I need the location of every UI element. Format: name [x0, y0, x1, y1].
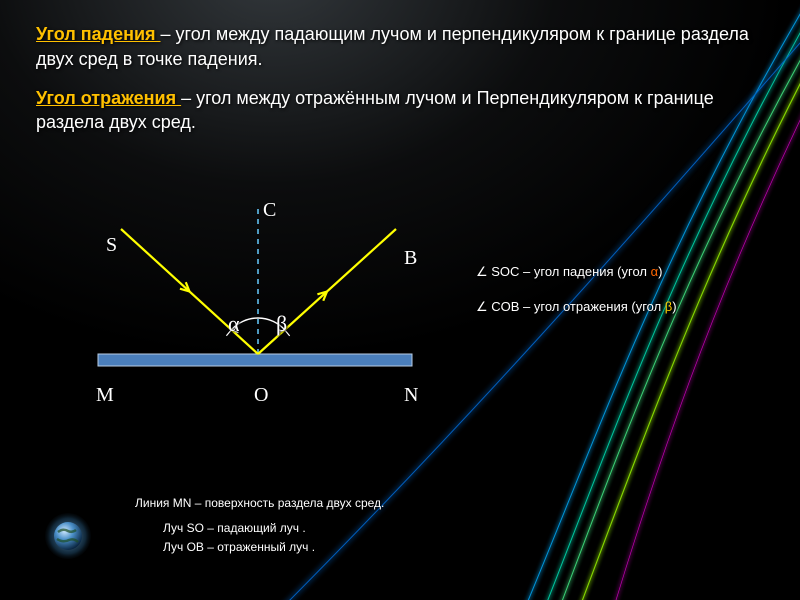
legend-line-mn: Линия MN – поверхность раздела двух сред… [135, 494, 384, 513]
label-O: O [254, 384, 268, 407]
legend-line-so: Луч SO – падающий луч . [163, 519, 384, 538]
definition-incidence: Угол падения – угол между падающим лучом… [36, 22, 764, 72]
definition-reflection: Угол отражения – угол между отражённым л… [36, 86, 764, 136]
diagram-svg [36, 149, 436, 394]
label-beta: β [276, 311, 287, 337]
note-cob-suffix: ) [672, 299, 676, 314]
label-B: B [404, 247, 417, 270]
note-angle-cob: ∠ COB – угол отражения (угол β) [476, 299, 677, 315]
reflection-diagram: S C B M O N α β ∠ SOC – угол падения (уг… [36, 149, 764, 394]
note-soc-prefix: ∠ SOC – угол падения (угол [476, 264, 651, 279]
label-S: S [106, 234, 117, 257]
label-C: C [263, 199, 276, 222]
globe-icon [44, 512, 92, 560]
note-cob-prefix: ∠ COB – угол отражения (угол [476, 299, 665, 314]
label-N: N [404, 384, 418, 407]
term-reflection: Угол отражения [36, 88, 181, 108]
legend-line-ob: Луч OB – отраженный луч . [163, 538, 384, 557]
note-soc-symbol: α [651, 264, 659, 279]
term-incidence: Угол падения [36, 24, 161, 44]
legend: Линия MN – поверхность раздела двух сред… [135, 494, 384, 558]
label-alpha: α [228, 311, 240, 337]
note-angle-soc: ∠ SOC – угол падения (угол α) [476, 264, 662, 280]
label-M: M [96, 384, 114, 407]
note-soc-suffix: ) [658, 264, 662, 279]
